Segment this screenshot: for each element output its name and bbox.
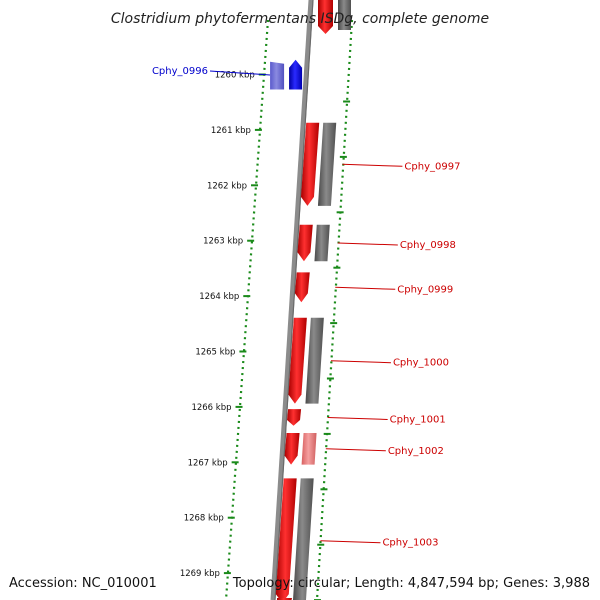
gene-label[interactable]: Cphy_0998 [400,240,456,251]
gene-feature[interactable] [288,317,324,404]
outer-tick-ring [315,19,354,600]
tick-label: 1264 kbp [199,292,239,302]
tick-label: 1268 kbp [184,514,224,524]
gene-feature[interactable] [284,432,317,465]
accession-text: Accession: NC_010001 [9,576,157,591]
forward-gene-arrow[interactable] [284,432,300,465]
inner-tick-ring [224,19,270,600]
gene-label[interactable]: Cphy_1000 [393,358,449,369]
genome-title: Clostridium phytofermentans ISDg, comple… [111,11,489,27]
gene-label[interactable]: Cphy_0997 [404,161,460,172]
tick-label: 1265 kbp [195,348,235,358]
tick-label: 1261 kbp [211,126,251,136]
tick-label: 1267 kbp [188,458,228,468]
cds-block [317,122,337,206]
genome-summary-text: Topology: circular; Length: 4,847,594 bp… [232,576,590,591]
forward-gene-arrow[interactable] [300,122,320,206]
partial-feature-top [318,0,351,34]
gene-label-leader [330,360,391,364]
gene-label-leader [325,448,386,452]
reverse-cds-block [270,61,285,90]
gene-label[interactable]: Cphy_0999 [397,284,453,295]
tick-label: 1263 kbp [203,237,243,247]
gene-label[interactable]: Cphy_1001 [390,414,446,425]
tick-label: 1269 kbp [180,569,220,579]
reverse-gene-arrow[interactable] [289,59,303,90]
cds-block [305,317,324,404]
tick-label: 1260 kbp [215,71,255,81]
gene-label[interactable]: Cphy_1002 [388,446,444,457]
partial-gene-arrow-top [318,0,333,34]
forward-gene-arrow[interactable] [275,478,297,600]
gene-feature[interactable] [297,224,330,262]
gene-feature[interactable] [287,409,302,426]
gene-label-leader [335,286,396,290]
cds-block-pale [301,432,317,465]
partial-cds-block-top [338,0,351,30]
backbone-shadow [274,0,314,600]
gene-label-leader [342,163,403,167]
gene-label-leader [320,540,381,544]
tick-label: 1266 kbp [191,403,231,413]
gene-feature[interactable] [300,122,337,206]
gene-labels: Cphy_0996 Cphy_0997 Cphy_0998 Cphy_0999 Cphy… [152,66,461,549]
forward-gene-arrow[interactable] [297,224,313,262]
forward-gene-arrow[interactable] [294,272,310,303]
gene-features [270,59,337,600]
forward-gene-arrow[interactable] [288,317,307,404]
cds-block [314,224,330,262]
gene-label-leader [209,70,271,76]
gene-label-leader [337,242,398,246]
gene-feature[interactable] [270,59,303,90]
gene-label-leader [327,416,388,420]
tick-rings [224,19,354,600]
gene-feature[interactable] [275,478,314,600]
gene-label[interactable]: Cphy_1003 [382,538,438,549]
kbp-ticks: 1260 kbp 1261 kbp 1262 kbp 1263 kbp 1264 kbp… [180,71,351,600]
genome-backbone [270,0,314,600]
gene-feature[interactable] [294,272,310,303]
forward-gene-arrow[interactable] [287,409,302,426]
cds-block [293,478,314,600]
gene-label[interactable]: Cphy_0996 [152,66,208,77]
tick-label: 1262 kbp [207,181,247,191]
